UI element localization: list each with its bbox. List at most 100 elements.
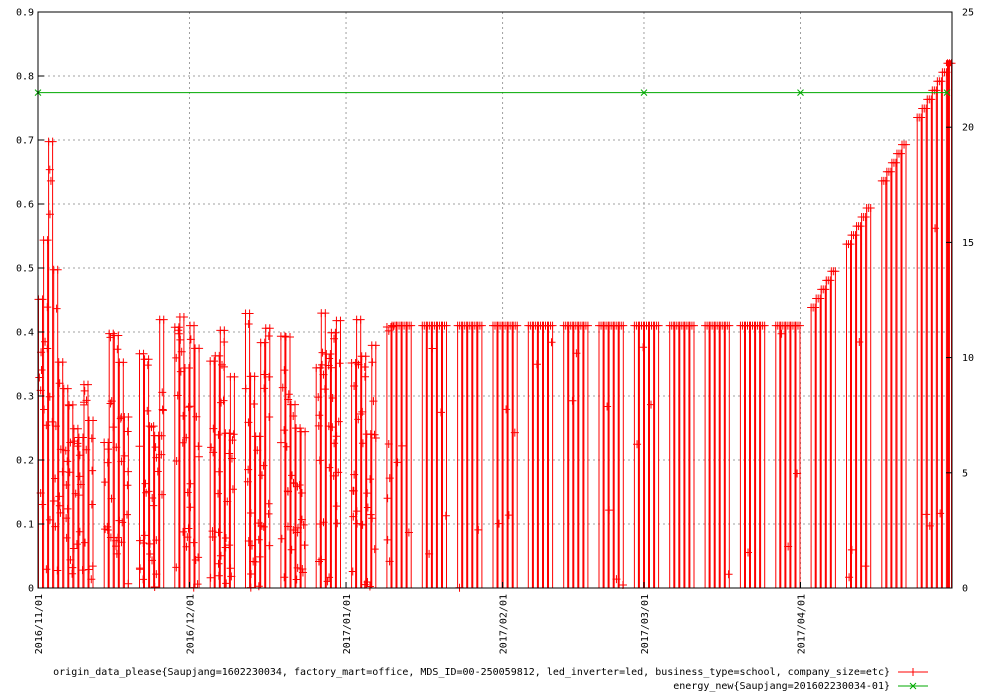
series-origin-point: [152, 453, 161, 462]
series-origin-point: [80, 386, 89, 395]
series-origin-point: [62, 533, 71, 542]
series-origin-point: [112, 443, 121, 452]
series-layer: [34, 59, 956, 592]
series-origin-point: [81, 538, 90, 547]
series-origin-point: [247, 569, 256, 578]
series-origin-point: [847, 545, 856, 554]
series-origin-point: [172, 353, 181, 362]
series-origin-point: [809, 303, 818, 312]
series-origin-point: [62, 481, 71, 490]
series-origin-point: [51, 522, 60, 531]
series-origin-point: [546, 321, 555, 330]
series-origin-point: [265, 412, 274, 421]
series-origin-point: [186, 402, 195, 411]
series-origin-point: [289, 479, 298, 488]
series-origin-point: [72, 540, 81, 549]
series-origin-point: [854, 222, 863, 231]
series-origin-point: [940, 68, 949, 77]
series-origin-point: [428, 344, 437, 353]
series-origin-point: [280, 426, 289, 435]
series-origin-point: [368, 514, 377, 523]
series-origin-point: [920, 104, 929, 113]
series-origin-point: [45, 515, 54, 524]
series-origin-point: [45, 165, 54, 174]
y-tick-label: 0.2: [16, 456, 34, 467]
series-origin-point: [425, 549, 434, 558]
series-origin-point: [247, 541, 256, 550]
series-origin-point: [383, 535, 392, 544]
series-origin-point: [329, 471, 338, 480]
series-origin-point: [145, 539, 154, 548]
series-origin-point: [83, 380, 92, 389]
series-origin-point: [249, 400, 258, 409]
series-origin-point: [511, 321, 520, 330]
series-origin-point: [257, 521, 266, 530]
series-origin-point: [440, 321, 449, 330]
series-origin-point: [148, 493, 157, 502]
series-origin-point: [66, 438, 75, 447]
series-origin-point: [89, 416, 98, 425]
series-origin-point: [325, 354, 334, 363]
series-origin-point: [922, 510, 931, 519]
series-origin-point: [330, 334, 339, 343]
series-origin-point: [226, 564, 235, 573]
series-origin-point: [75, 527, 84, 536]
series-origin-point: [216, 551, 225, 560]
series-origin-point: [65, 401, 74, 410]
series-origin-point: [404, 528, 413, 537]
series-origin-point: [350, 382, 359, 391]
x-tick-label: 2017/01/01: [342, 594, 353, 654]
y-tick-label: 0.1: [16, 520, 34, 531]
series-origin-point: [687, 321, 696, 330]
series-origin-point: [124, 579, 133, 588]
series-origin-point: [315, 456, 324, 465]
series-origin-point: [65, 468, 74, 477]
y2-tick-label: 10: [962, 353, 974, 364]
series-origin-point: [384, 440, 393, 449]
series-origin-point: [323, 577, 332, 586]
series-origin-point: [335, 359, 344, 368]
series-origin-point: [43, 344, 52, 353]
series-origin-point: [250, 372, 259, 381]
series-origin-point: [119, 358, 128, 367]
series-origin-point: [292, 575, 301, 584]
series-origin-point: [225, 541, 234, 550]
series-origin-point: [140, 531, 149, 540]
series-origin-point: [758, 321, 767, 330]
series-origin-point: [101, 525, 110, 534]
series-origin-point: [861, 562, 870, 571]
y-tick-label: 0.7: [16, 136, 34, 147]
series-origin-point: [646, 400, 655, 409]
y-tick-label: 0.8: [16, 72, 34, 83]
series-origin-point: [85, 565, 94, 574]
series-origin-point: [363, 503, 372, 512]
series-origin-point: [186, 335, 195, 344]
series-origin-point: [253, 446, 262, 455]
series-origin-point: [118, 518, 127, 527]
series-origin-point: [244, 465, 253, 474]
legend-sample-origin: [898, 668, 928, 676]
series-origin-point: [254, 582, 263, 591]
legend-entry-energy: energy_new{Saupjang=201602230034-01}: [673, 681, 890, 692]
series-origin-point: [935, 77, 944, 86]
series-origin-point: [605, 506, 614, 515]
series-origin-point: [246, 509, 255, 518]
series-origin-point: [52, 304, 61, 313]
series-origin-point: [147, 423, 156, 432]
series-origin-point: [227, 454, 236, 463]
series-origin-point: [318, 348, 327, 357]
series-origin-point: [358, 520, 367, 529]
series-origin-point: [45, 392, 54, 401]
series-origin-point: [210, 357, 219, 366]
series-origin-point: [190, 321, 199, 330]
series-origin-point: [325, 463, 334, 472]
plot-frame: [37, 11, 953, 589]
series-origin-point: [393, 458, 402, 467]
series-origin-point: [56, 445, 65, 454]
series-origin-point: [214, 489, 223, 498]
series-origin-point: [363, 578, 372, 587]
series-origin-point: [38, 295, 47, 304]
series-origin-point: [265, 372, 274, 381]
series-origin-point: [510, 428, 519, 437]
series-origin-point: [316, 520, 325, 529]
